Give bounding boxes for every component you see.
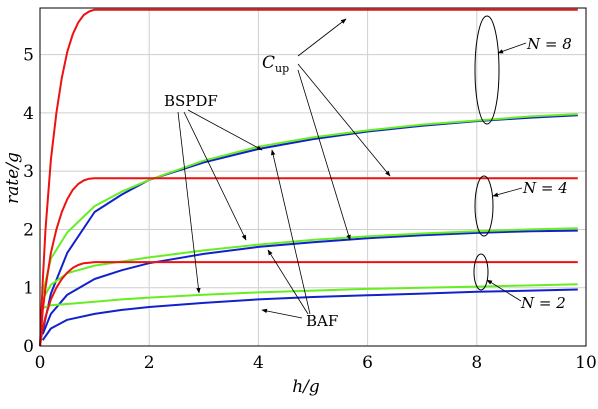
series-line-bspdf-n4: [41, 227, 578, 300]
n8-group-label: N = 8: [526, 35, 572, 53]
annotations: Cup BSPDF BAF N = 8 N = 4 N = 2: [164, 15, 572, 330]
n4-group-label: N = 4: [522, 179, 568, 197]
x-axis-title: h/g: [292, 377, 320, 397]
y-tick-label: 4: [23, 104, 34, 124]
grid: [39, 8, 587, 347]
x-tick-label: 10: [575, 353, 597, 373]
ticks: 0 2 4 6 8 10 0 1 2 3 4 5: [23, 46, 597, 373]
plot-frame: [39, 7, 587, 347]
series-line-bspdf-n8: [41, 113, 578, 294]
series-line-bspdf-n2: [42, 283, 578, 310]
series-line-cup-n2: [39, 261, 578, 347]
n4-group-ellipse: [474, 175, 494, 237]
cup-label: Cup: [262, 53, 289, 75]
y-tick-label: 3: [23, 162, 34, 182]
bspdf-label: BSPDF: [164, 92, 218, 110]
n2-group-arrow: [486, 279, 522, 302]
x-tick-label: 0: [35, 353, 46, 373]
bspdf-arrow: [183, 111, 247, 241]
cup-arrow: [297, 69, 351, 241]
bspdf-arrow: [177, 111, 201, 294]
baf-arrow: [267, 249, 309, 315]
bspdf-arrow: [187, 109, 263, 151]
baf-arrow: [270, 149, 311, 315]
y-tick-label: 5: [23, 46, 34, 66]
y-tick-label: 1: [23, 279, 34, 299]
baf-label: BAF: [306, 312, 338, 330]
n2-group-ellipse: [473, 253, 489, 291]
baf-arrow: [261, 308, 303, 319]
x-tick-label: 8: [471, 353, 482, 373]
y-tick-label: 0: [23, 337, 34, 357]
n2-group-label: N = 2: [520, 294, 566, 312]
x-tick-label: 4: [253, 353, 264, 373]
series-group: [39, 8, 578, 347]
cup-label-sub: up: [275, 62, 289, 75]
series-line-cup-n4: [39, 177, 578, 347]
x-tick-label: 2: [144, 353, 155, 373]
cup-arrow: [297, 63, 391, 177]
cup-label-main: C: [262, 53, 275, 73]
n8-group-arrow: [497, 42, 527, 54]
series-line-baf-n2: [41, 288, 578, 341]
series-line-cup-n8: [39, 8, 578, 347]
n4-group-arrow: [492, 187, 523, 197]
n8-group-ellipse: [474, 15, 500, 125]
y-tick-label: 2: [23, 220, 34, 240]
series-line-baf-n4: [41, 229, 578, 335]
x-tick-label: 6: [362, 353, 373, 373]
y-axis-title: rate/g: [3, 152, 23, 204]
cup-arrow: [297, 18, 347, 57]
